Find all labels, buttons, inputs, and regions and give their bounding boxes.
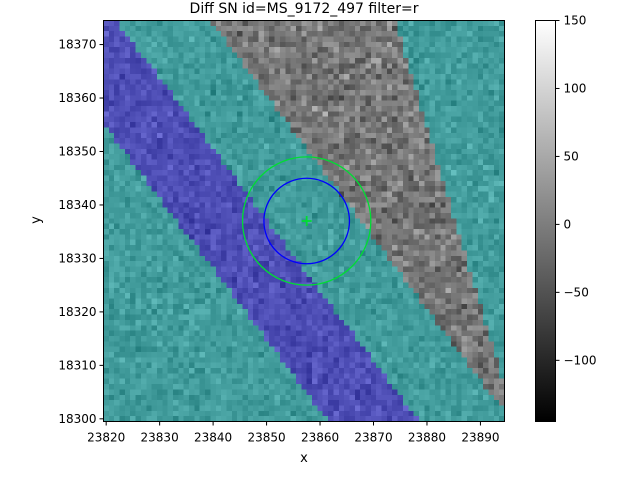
x-tick-label: 23860 [301,431,339,445]
y-axis: 18300 18310 18320 18330 18340 18350 18360 18370 [58,38,104,426]
y-tick-label: 18350 [58,144,96,158]
chart-title: Diff SN id=MS_9172_497 filter=r [190,1,419,17]
plot-frame [103,20,505,422]
x-tick-label: 23830 [141,431,179,445]
colorbar-tick-label: 100 [564,81,587,95]
colorbar-tick-label: 50 [564,149,579,163]
x-tick-label: 23870 [354,431,392,445]
colorbar-tick-label: 0 [564,217,572,231]
colorbar-tick-label: −50 [564,285,589,299]
y-tick-label: 18310 [58,358,96,372]
colorbar-gradient [535,20,556,422]
y-axis-label: y [29,216,44,224]
y-tick-label: 18360 [58,91,96,105]
x-axis-label: x [300,451,308,466]
inner-aperture-circle [263,177,351,265]
colorbar-tick-label: 150 [564,14,587,28]
center-plus-marker [301,216,312,226]
outer-aperture-circle [241,156,372,286]
y-tick-label: 18370 [58,38,96,52]
x-tick-label: 23890 [461,431,499,445]
x-tick-label: 23820 [87,431,125,445]
y-tick-label: 18320 [58,305,96,319]
colorbar-axis: −100 −50 0 50 100 150 [555,14,597,367]
y-tick-label: 18340 [58,198,96,212]
x-tick-label: 23850 [247,431,285,445]
x-tick-label: 23880 [408,431,446,445]
aperture-overlays [241,156,372,286]
y-tick-label: 18330 [58,251,96,265]
x-axis: 23820 23830 23840 23850 23860 23870 23880 23890 [87,421,500,445]
x-tick-label: 23840 [194,431,232,445]
y-tick-label: 18300 [58,412,96,426]
colorbar-tick-label: −100 [564,353,597,367]
